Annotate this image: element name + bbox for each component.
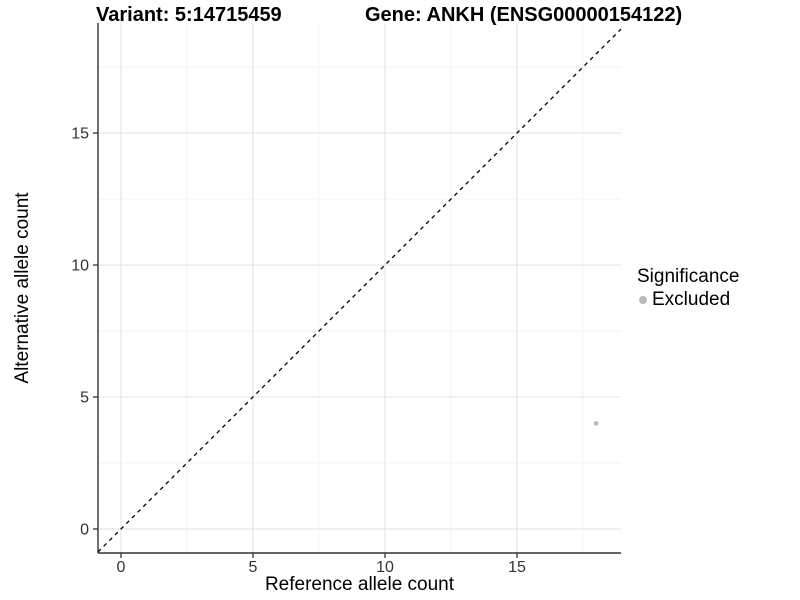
legend-item-excluded: Excluded (637, 289, 739, 311)
y-axis-title: Alternative allele count (12, 192, 33, 384)
x-tick-label: 5 (249, 559, 258, 576)
x-tick-label: 0 (117, 559, 126, 576)
x-axis-title: Reference allele count (264, 574, 455, 595)
legend-title: Significance (637, 266, 740, 287)
y-tick-label: 0 (80, 521, 89, 538)
legend: Significance Excluded (637, 265, 739, 311)
identity-reference-line (97, 28, 622, 553)
y-tick-label: 15 (71, 126, 89, 143)
y-tick-label: 10 (71, 258, 89, 275)
x-tick-label: 15 (508, 559, 526, 576)
plot-title-gene: Gene: ANKH (ENSG00000154122) (365, 4, 683, 26)
excluded-point-icon (639, 296, 647, 304)
plot-title-variant: Variant: 5:14715459 (96, 4, 282, 26)
y-tick-label: 5 (80, 390, 89, 407)
data-point (593, 421, 599, 426)
x-tick-label: 10 (376, 559, 394, 576)
legend-item-label: Excluded (652, 289, 731, 310)
